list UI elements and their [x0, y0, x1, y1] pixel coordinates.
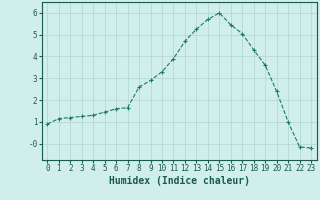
- X-axis label: Humidex (Indice chaleur): Humidex (Indice chaleur): [109, 176, 250, 186]
